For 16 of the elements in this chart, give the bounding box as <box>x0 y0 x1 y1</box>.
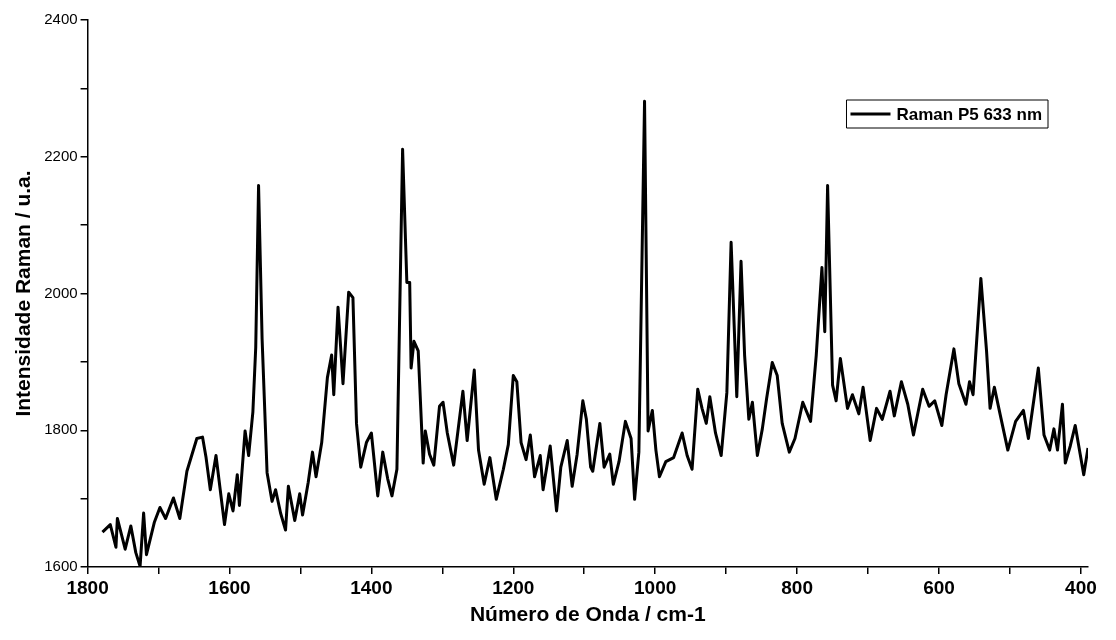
y-tick-label: 2200 <box>44 146 78 164</box>
y-tick-label: 1600 <box>44 557 78 575</box>
x-tick-label: 1800 <box>66 576 109 598</box>
x-tick-label: 1000 <box>634 576 677 598</box>
x-tick-label: 1400 <box>350 576 393 598</box>
x-tick-label: 600 <box>923 576 955 598</box>
x-tick-label: 800 <box>781 576 813 598</box>
y-tick-label: 2000 <box>44 283 78 301</box>
x-axis-title: Número de Onda / cm-1 <box>469 602 706 626</box>
x-tick-label: 400 <box>1065 576 1097 598</box>
legend-label: Raman P5 633 nm <box>896 104 1042 124</box>
y-axis-title: Intensidade Raman / u.a. <box>11 170 35 417</box>
x-tick-label: 1600 <box>208 576 251 598</box>
y-tick-label: 2400 <box>44 10 78 28</box>
x-tick-label: 1200 <box>492 576 535 598</box>
y-tick-label: 1800 <box>44 420 78 438</box>
